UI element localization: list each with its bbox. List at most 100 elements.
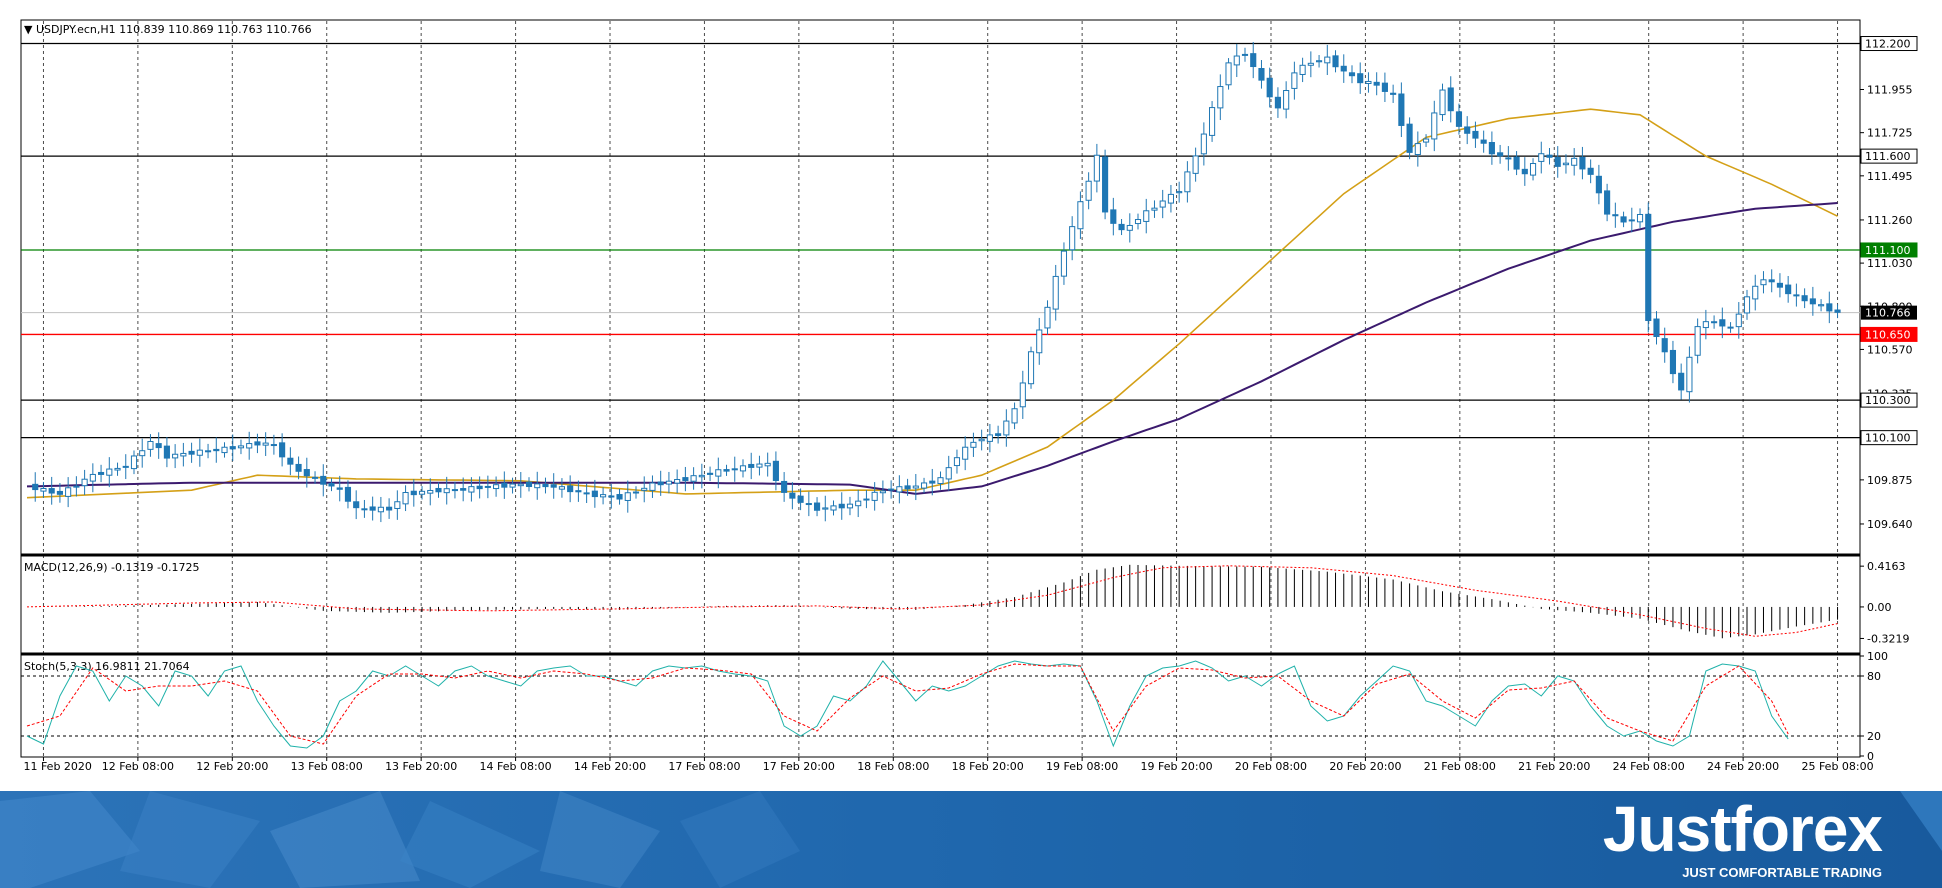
x-tick-label: 21 Feb 20:00	[1518, 760, 1590, 773]
candle-body	[263, 443, 268, 445]
candle-body	[724, 470, 729, 472]
candle-body	[1210, 108, 1215, 136]
candle	[1819, 299, 1824, 311]
candle	[1555, 146, 1560, 178]
candle-body	[1621, 217, 1626, 222]
price-y-tick-label: 109.640	[1867, 518, 1913, 531]
candle-body	[1679, 373, 1684, 390]
x-tick-label: 12 Feb 08:00	[102, 760, 174, 773]
candle-body	[1563, 163, 1568, 164]
candle-body	[1193, 156, 1198, 173]
candle-body	[1078, 202, 1083, 229]
candle-body	[1094, 155, 1099, 181]
candle-body	[798, 496, 803, 502]
candle	[765, 453, 770, 477]
x-tick-label: 19 Feb 20:00	[1140, 760, 1212, 773]
candle-body	[1835, 310, 1840, 312]
x-tick-label: 13 Feb 08:00	[291, 760, 363, 773]
candle-body	[1127, 225, 1132, 230]
x-tick-label: 25 Feb 08:00	[1801, 760, 1873, 773]
candle-body	[1613, 215, 1618, 216]
stoch-main-line	[27, 661, 1788, 748]
candle-body	[1391, 93, 1396, 94]
candle-body	[238, 446, 243, 448]
candle-body	[1160, 201, 1165, 207]
candle-body	[1440, 90, 1445, 115]
candle	[403, 485, 408, 511]
candle	[996, 426, 1001, 444]
candle-body	[946, 468, 951, 479]
x-tick-label: 19 Feb 08:00	[1046, 760, 1118, 773]
candle-body	[1275, 97, 1280, 108]
macd-y-tick-label: 0.4163	[1867, 560, 1906, 573]
candle	[1547, 148, 1552, 165]
candle	[1514, 151, 1519, 175]
candle	[1802, 288, 1807, 308]
candle	[1391, 85, 1396, 103]
candle-body	[321, 476, 326, 484]
candle-body	[1473, 131, 1478, 138]
candle-body	[1135, 220, 1140, 224]
candle-body	[230, 447, 235, 449]
candle-body	[1103, 157, 1108, 212]
brand-banner: Justforex JUST COMFORTABLE TRADING	[0, 791, 1942, 888]
candle	[173, 444, 178, 468]
candle	[1341, 54, 1346, 83]
candle	[633, 486, 638, 498]
candle	[1168, 185, 1173, 213]
candle-body	[1588, 168, 1593, 174]
candle-body	[1201, 134, 1206, 154]
candle	[461, 478, 466, 502]
candle-body	[148, 441, 153, 449]
candle	[1498, 145, 1503, 164]
candle-body	[181, 453, 186, 456]
level-price-tag: 111.600	[1861, 149, 1917, 163]
candle	[1333, 50, 1338, 72]
candle-body	[650, 483, 655, 490]
candle	[494, 476, 499, 496]
candle	[971, 433, 976, 457]
candle	[502, 471, 507, 498]
candle	[1728, 322, 1733, 333]
candle	[1695, 318, 1700, 363]
candle-body	[1432, 113, 1437, 139]
candle-body	[1325, 57, 1330, 63]
macd-title: MACD(12,26,9) -0.1319 -0.1725	[24, 561, 199, 574]
candle-body	[1218, 87, 1223, 108]
candle	[814, 497, 819, 516]
candle-body	[740, 466, 745, 471]
candle	[938, 471, 943, 489]
candle-body	[1185, 172, 1190, 192]
candle	[345, 480, 350, 508]
candle-body	[856, 501, 861, 506]
candle	[757, 456, 762, 476]
candle	[444, 477, 449, 505]
candle-body	[1234, 56, 1239, 65]
candle	[123, 454, 128, 479]
candle	[1687, 346, 1692, 402]
candle-body	[452, 490, 457, 491]
candle-body	[1168, 194, 1173, 203]
candle	[847, 497, 852, 515]
x-tick-label: 14 Feb 20:00	[574, 760, 646, 773]
candle	[164, 437, 169, 467]
candle-body	[592, 491, 597, 496]
candle-body	[66, 488, 71, 497]
candle-body	[963, 447, 968, 459]
candle-body	[428, 490, 433, 493]
candle-body	[757, 464, 762, 467]
candle-body	[559, 487, 564, 489]
candle-body	[461, 489, 466, 491]
candle-body	[1300, 65, 1305, 74]
current-price-tag: 110.766	[1861, 306, 1917, 320]
brand-tagline: JUST COMFORTABLE TRADING	[1682, 865, 1882, 880]
x-tick-label: 14 Feb 08:00	[480, 760, 552, 773]
macd-y-tick-label: 0.00	[1867, 601, 1892, 614]
candle	[387, 498, 392, 519]
candle-body	[1794, 295, 1799, 296]
candle	[1423, 134, 1428, 147]
candle	[1786, 276, 1791, 303]
candle-body	[872, 492, 877, 500]
candle	[321, 464, 326, 496]
candle-body	[90, 474, 95, 481]
